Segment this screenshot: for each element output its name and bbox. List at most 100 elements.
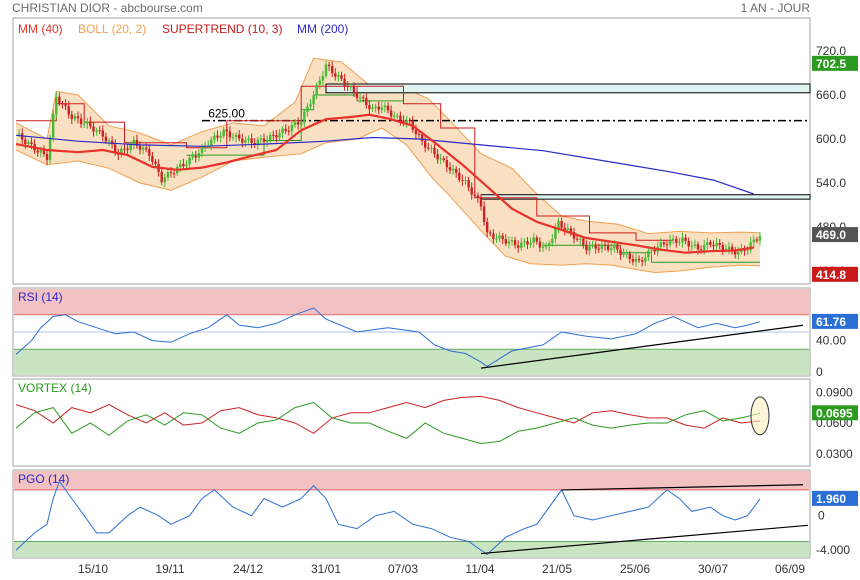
candle-body — [575, 238, 579, 240]
candle-body — [86, 121, 89, 124]
candle-body — [579, 238, 582, 240]
candle-body — [238, 134, 241, 139]
candle-body — [191, 156, 194, 158]
candle-body — [715, 242, 718, 247]
mm40-line — [15, 113, 754, 254]
candle-body — [234, 134, 238, 138]
vortex-plus-line — [15, 401, 761, 445]
candle-body — [396, 115, 399, 117]
candle-body — [408, 120, 411, 122]
candle-body — [55, 96, 58, 114]
candle-body — [269, 134, 272, 141]
period-label: 1 AN - JOUR — [740, 1, 810, 15]
x-tick-label: 11/04 — [465, 562, 494, 576]
candle-body — [76, 116, 80, 119]
candle-body — [424, 140, 427, 148]
candle-body — [300, 122, 303, 125]
candle-body — [194, 156, 197, 158]
candle-body — [501, 235, 504, 240]
vortex-minus-line — [15, 395, 761, 434]
rsi-tick-label: 40.00 — [816, 334, 846, 348]
candle-body — [27, 142, 30, 145]
low-price-badge: 414.8 — [816, 268, 846, 282]
x-tick-label: 15/10 — [78, 562, 108, 576]
candle-body — [98, 130, 101, 132]
candle-body — [672, 238, 675, 240]
candle-body — [653, 249, 656, 252]
candle-body — [563, 227, 566, 231]
candle-body — [513, 240, 517, 246]
candle-body — [442, 158, 445, 160]
candle-body — [641, 260, 644, 262]
candle-body — [718, 242, 721, 245]
pgo-lower-trendline — [480, 524, 809, 555]
candle-body — [287, 130, 290, 132]
candle-body — [430, 147, 433, 149]
candle-body — [244, 140, 247, 143]
candle-body — [486, 221, 489, 233]
candle-body — [188, 157, 191, 165]
vortex-value-badge: 0.0695 — [816, 406, 853, 420]
candle-body — [315, 84, 318, 96]
candle-body — [163, 177, 166, 183]
price-marker-702-bg — [812, 55, 858, 71]
price-tick-label: 540.0 — [816, 176, 846, 190]
candle-body — [275, 135, 278, 138]
bollinger-lower-line — [15, 127, 761, 274]
candle-body — [337, 75, 340, 77]
candle-body — [79, 118, 83, 125]
candle-body — [154, 161, 157, 164]
candle-body — [346, 85, 349, 88]
vortex-tick-label: 0.0900 — [816, 385, 853, 399]
candle-body — [594, 244, 597, 249]
candle-body — [145, 147, 148, 150]
candle-body — [58, 96, 61, 104]
candle-body — [634, 258, 638, 262]
candle-body — [383, 105, 387, 108]
candle-body — [110, 140, 114, 145]
candle-body — [182, 163, 185, 167]
candle-body — [169, 172, 173, 174]
candle-body — [219, 136, 222, 138]
candle-body — [582, 238, 585, 245]
x-axis: 15/10 19/11 24/12 31/01 07/03 11/04 21/05 25/06… — [78, 562, 805, 576]
candle-body — [625, 253, 628, 255]
candle-body — [172, 173, 176, 175]
pgo-tick-label: -4.000 — [816, 543, 850, 557]
supertrend-up-line-2 — [543, 244, 760, 263]
candle-body — [448, 167, 452, 171]
candle-body — [414, 129, 418, 135]
candle-body — [290, 124, 294, 132]
candle-body — [95, 130, 98, 132]
candle-body — [734, 250, 737, 255]
candle-body — [132, 139, 135, 145]
candle-body — [365, 98, 368, 106]
candle-body — [637, 258, 641, 261]
candle-body — [467, 180, 470, 188]
candle-body — [368, 105, 371, 110]
resistance-zone-0 — [325, 83, 811, 94]
candle-body — [752, 239, 755, 243]
candle-body — [393, 115, 396, 117]
price-tick-label: 720.0 — [816, 44, 846, 58]
rsi-oversold-zone — [14, 349, 809, 375]
pgo-lower-zone — [14, 541, 809, 557]
candle-body — [417, 134, 421, 136]
candle-body — [389, 110, 393, 117]
candle-body — [600, 244, 604, 249]
candle-body — [73, 116, 77, 120]
candle-body — [203, 146, 207, 148]
candle-body — [591, 244, 594, 247]
candle-body — [644, 257, 647, 262]
candle-body — [709, 242, 712, 245]
rsi-title: RSI (14) — [18, 290, 63, 304]
candle-body — [517, 245, 520, 248]
candle-body — [557, 220, 560, 229]
candle-body — [358, 97, 362, 99]
candle-body — [52, 113, 55, 138]
candle-body — [554, 228, 557, 239]
x-tick-label: 30/07 — [698, 562, 728, 576]
legend-mm40: MM (40) — [18, 22, 63, 36]
pgo-title: PGO (14) — [18, 472, 69, 486]
candle-body — [730, 246, 734, 251]
